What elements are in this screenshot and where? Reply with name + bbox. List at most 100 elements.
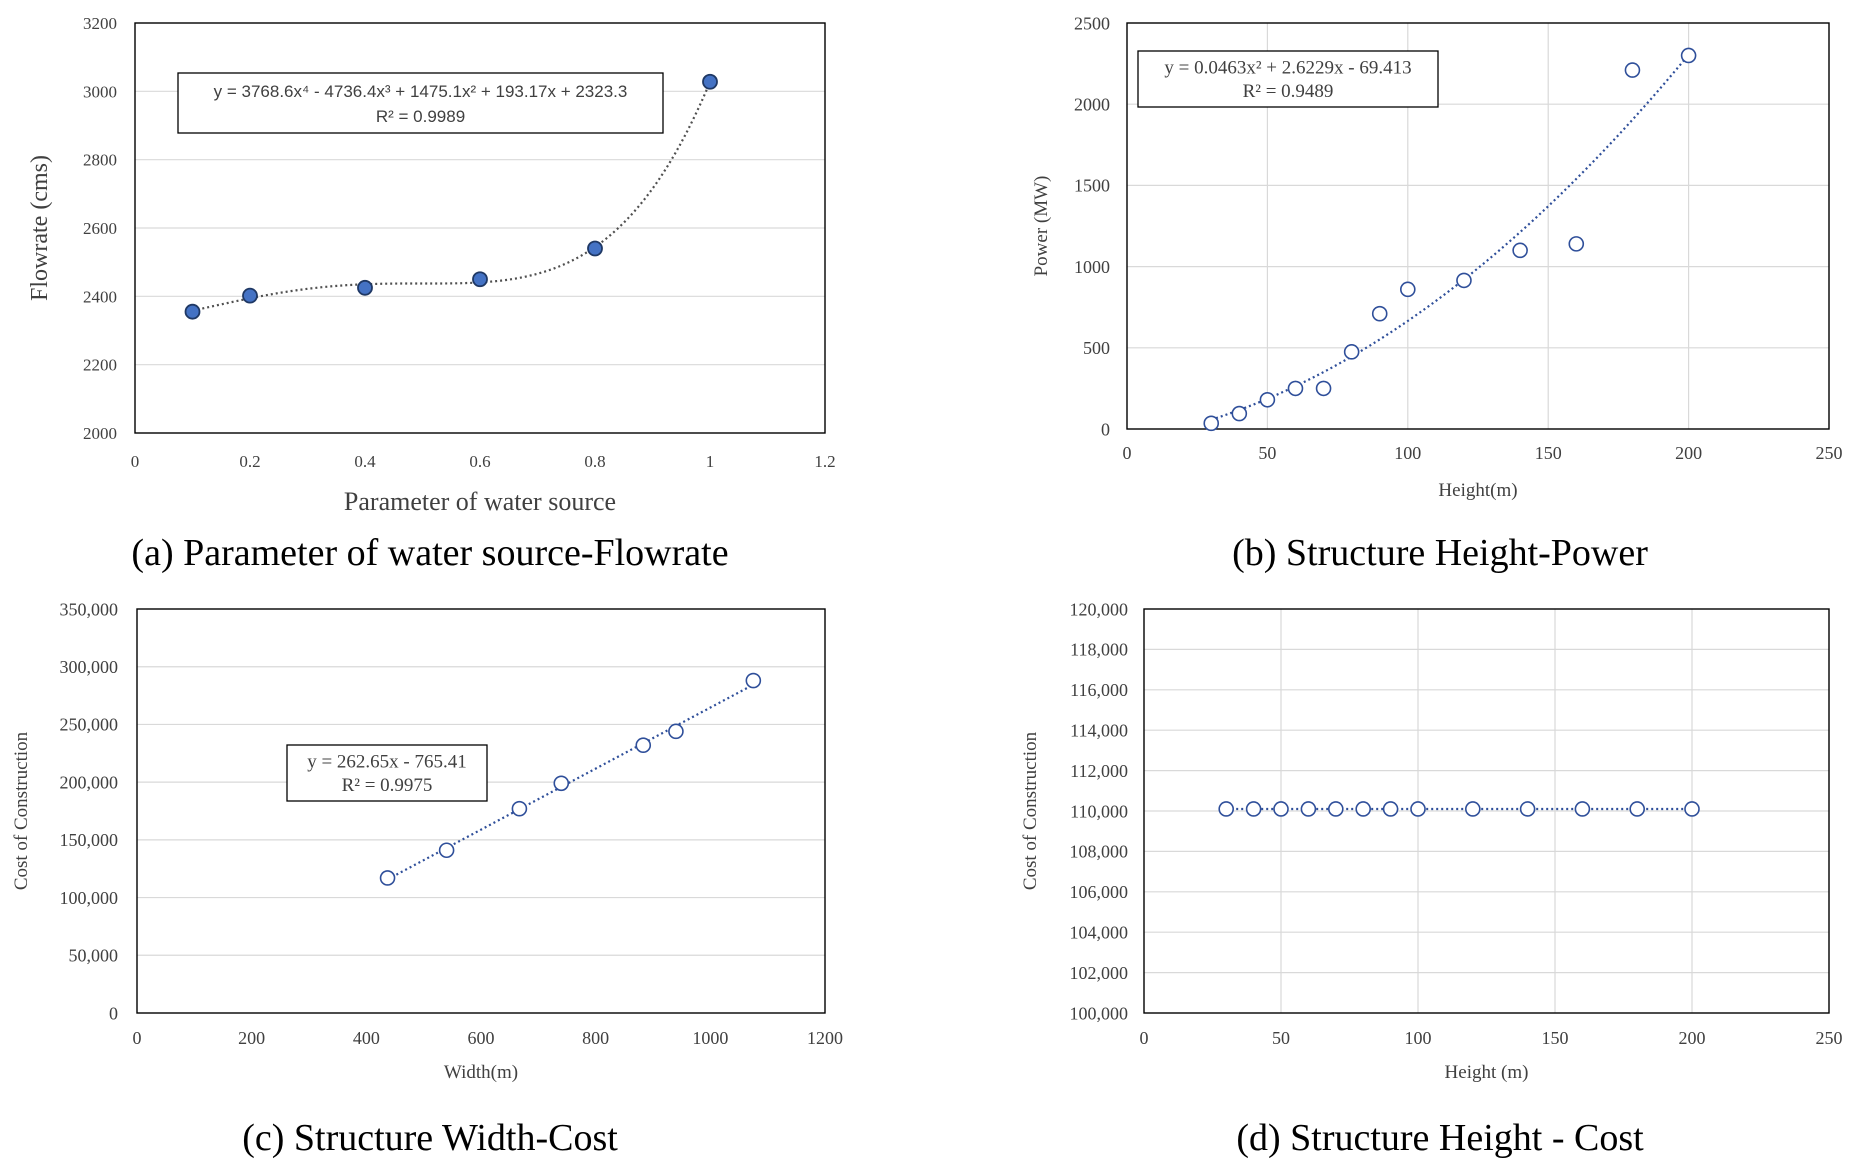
- data-point: [1231, 405, 1248, 422]
- y-tick-label: 120,000: [1070, 599, 1129, 619]
- caption-a: (a) Parameter of water source-Flowrate: [131, 532, 728, 574]
- data-point: [1519, 801, 1536, 817]
- x-axis-label: Width(m): [444, 1062, 518, 1083]
- data-point: [1624, 62, 1641, 78]
- data-point: [635, 737, 652, 754]
- x-tick-label: 400: [353, 1028, 380, 1048]
- trend-equation: y = 262.65x - 765.41: [307, 751, 467, 772]
- data-point: [1400, 281, 1416, 298]
- x-tick-label: 250: [1816, 443, 1843, 463]
- y-tick-label: 250,000: [60, 715, 119, 735]
- y-tick-label: 1000: [1074, 257, 1110, 277]
- y-axis-label: Flowrate (cms): [27, 155, 53, 301]
- x-tick-label: 50: [1258, 443, 1276, 463]
- caption-d: (d) Structure Height - Cost: [1236, 1117, 1644, 1159]
- data-point: [1287, 380, 1304, 397]
- y-tick-label: 500: [1083, 338, 1110, 358]
- y-tick-label: 350,000: [60, 599, 119, 619]
- plot-frame: [136, 608, 826, 1014]
- trend-equation: y = 3768.6x⁴ - 4736.4x³ + 1475.1x² + 193…: [214, 82, 628, 101]
- plot-frame: [134, 22, 826, 434]
- y-tick-label: 2000: [1074, 95, 1110, 115]
- y-tick-label: 104,000: [1070, 923, 1129, 943]
- x-tick-label: 0: [133, 1028, 142, 1048]
- y-tick-label: 1500: [1074, 176, 1110, 196]
- y-tick-label: 0: [1101, 419, 1110, 439]
- x-tick-label: 150: [1542, 1028, 1569, 1048]
- data-point: [702, 73, 718, 90]
- plot-frame: [1143, 608, 1830, 1014]
- data-point: [1456, 272, 1472, 289]
- y-tick-label: 118,000: [1070, 640, 1128, 660]
- y-tick-label: 3200: [83, 14, 117, 33]
- data-point: [1512, 242, 1528, 259]
- data-point: [1680, 47, 1697, 64]
- y-tick-label: 150,000: [60, 830, 119, 850]
- y-axis-label: Cost of Construction: [1020, 731, 1041, 890]
- data-point: [511, 800, 528, 817]
- y-tick-label: 2500: [1074, 13, 1110, 33]
- equation-box: [1137, 50, 1439, 108]
- x-tick-label: 100: [1394, 443, 1421, 463]
- y-tick-label: 106,000: [1070, 882, 1129, 902]
- data-point: [1343, 344, 1360, 360]
- data-point: [357, 279, 373, 296]
- data-point: [1245, 801, 1262, 817]
- x-tick-label: 0.2: [239, 452, 260, 471]
- data-point: [1371, 305, 1388, 322]
- data-point: [668, 723, 684, 740]
- data-point: [553, 775, 570, 792]
- data-point: [379, 870, 396, 886]
- y-tick-label: 108,000: [1070, 842, 1129, 862]
- trendline: [1210, 54, 1690, 421]
- data-point: [1300, 801, 1317, 817]
- data-point: [1328, 801, 1344, 817]
- data-point: [242, 287, 258, 304]
- y-tick-label: 110,000: [1070, 801, 1128, 821]
- data-point: [745, 672, 762, 689]
- r-squared: R² = 0.9489: [1243, 81, 1334, 102]
- data-point: [587, 240, 603, 257]
- x-tick-label: 800: [582, 1028, 609, 1048]
- chart-panel-c: 0 50,000 100,000 150,000 200,000 250,000 300,0…: [11, 599, 843, 1083]
- data-point: [1315, 380, 1332, 397]
- x-axis-label: Parameter of water source: [344, 487, 616, 516]
- y-tick-label: 3000: [83, 82, 117, 101]
- y-tick-label: 112,000: [1070, 761, 1128, 781]
- x-tick-label: 1200: [807, 1028, 843, 1048]
- data-point: [1203, 415, 1220, 432]
- data-point: [1259, 391, 1276, 408]
- x-tick-label: 0: [131, 452, 140, 471]
- data-point: [438, 842, 455, 859]
- x-tick-label: 200: [1675, 443, 1702, 463]
- chart-panel-b: 0 500 1000 1500 2000 2500 0 50 100 150 200 250 Heigh…: [1031, 13, 1843, 501]
- r-squared: R² = 0.9989: [376, 107, 465, 126]
- caption-b: (b) Structure Height-Power: [1232, 532, 1648, 574]
- x-tick-label: 150: [1535, 443, 1562, 463]
- data-point: [1355, 801, 1371, 817]
- x-axis-label: Height (m): [1445, 1062, 1529, 1083]
- chart-panel-d: 100,000 102,000 104,000 106,000 108,000 110,0…: [1020, 599, 1843, 1083]
- y-tick-label: 200,000: [60, 772, 119, 792]
- trend-equation: y = 0.0463x² + 2.6229x - 69.413: [1164, 57, 1411, 78]
- y-tick-label: 102,000: [1070, 963, 1129, 983]
- y-tick-label: 2000: [83, 424, 117, 443]
- y-tick-label: 50,000: [69, 946, 119, 966]
- x-tick-label: 600: [468, 1028, 495, 1048]
- chart-panel-a: 2000 2200 2400 2600 2800 3000 3200 0 0.2 0.4 0.6 0.…: [27, 14, 836, 516]
- plot-frame: [1126, 22, 1830, 430]
- y-tick-label: 2600: [83, 219, 117, 238]
- x-tick-label: 1: [706, 452, 715, 471]
- y-axis-label: Power (MW): [1031, 176, 1052, 277]
- data-point: [1684, 801, 1700, 817]
- trendline: [387, 683, 754, 881]
- data-point: [1629, 801, 1645, 817]
- x-tick-label: 0.4: [354, 452, 376, 471]
- caption-c: (c) Structure Width-Cost: [242, 1117, 618, 1159]
- data-point: [1410, 801, 1426, 817]
- equation-box: [286, 744, 488, 802]
- x-axis-label: Height(m): [1438, 480, 1517, 501]
- x-tick-label: 0: [1123, 443, 1132, 463]
- y-tick-label: 100,000: [1070, 1003, 1129, 1023]
